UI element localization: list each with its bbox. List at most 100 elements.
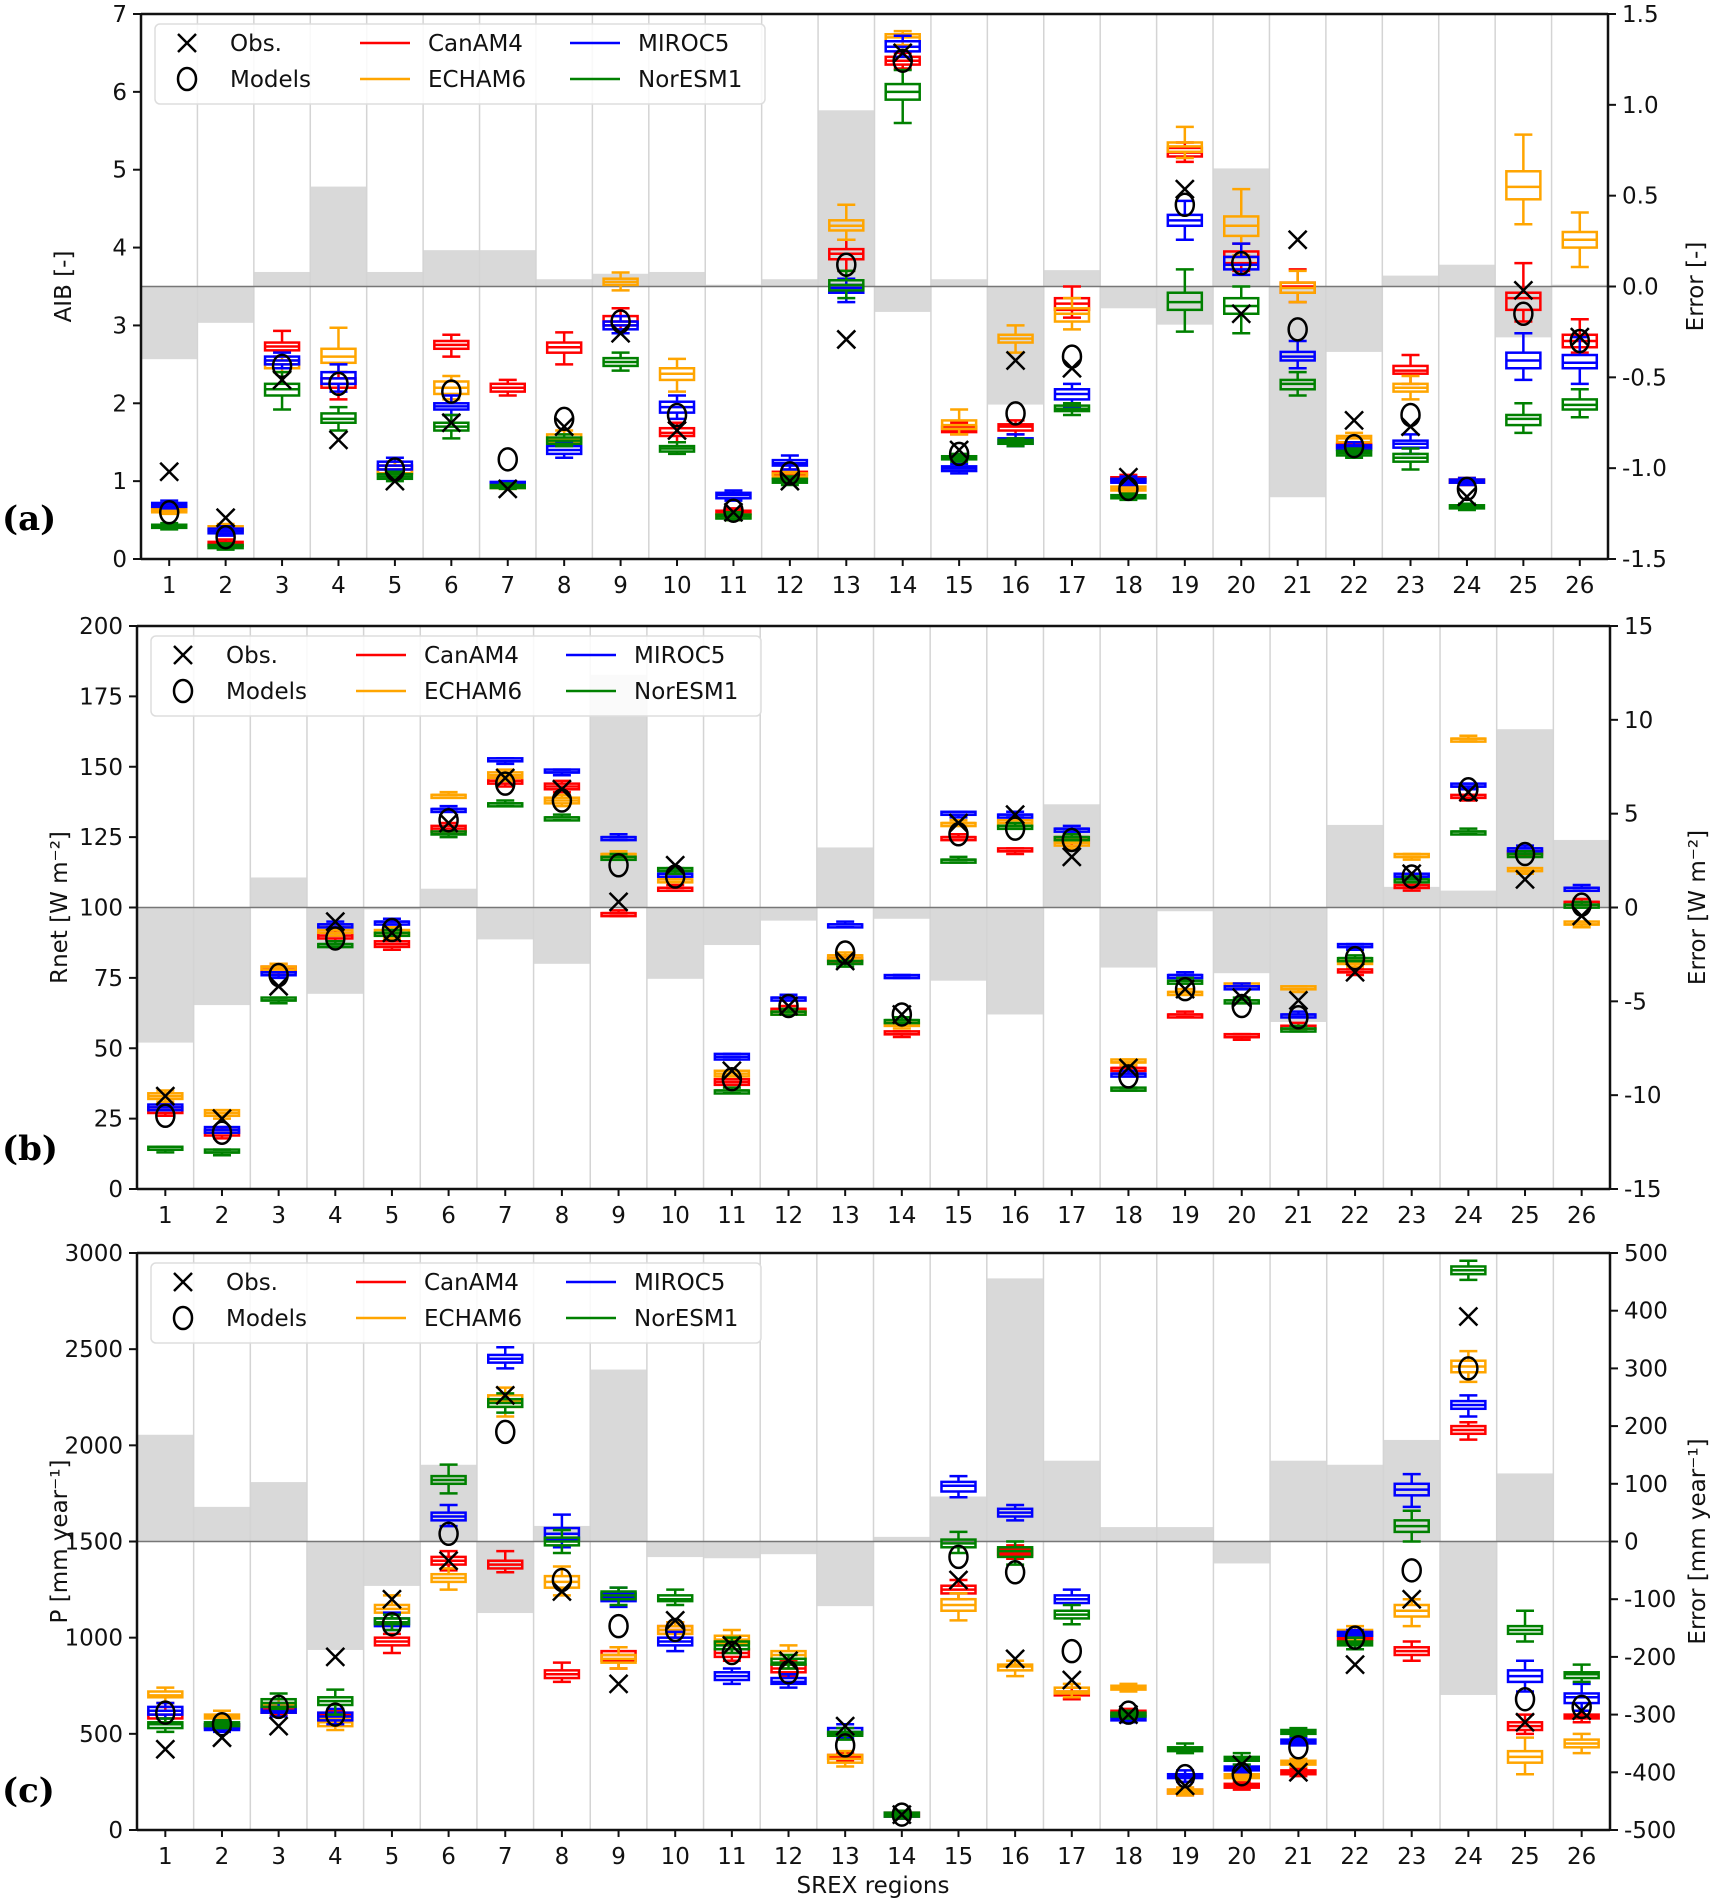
obs-marker-region-7 [495,768,516,788]
box-NorESM1-region-13 [826,1726,864,1741]
obs-stroke [1513,280,1534,301]
box-NorESM1-region-15 [940,1530,977,1555]
x-tick-label: 9 [611,1203,626,1229]
x-tick-label: 13 [832,573,861,599]
obs-stroke [778,996,799,1016]
obs-marker-region-26 [1571,1700,1592,1721]
box-MIROC5-region-26 [1563,883,1600,893]
obs-stroke [1061,846,1082,867]
models-marker-region-17 [1061,344,1083,369]
box-ECHAM6-region-26 [1563,920,1600,929]
error-bar-region-19 [1156,1527,1214,1542]
box-MIROC5-region-19 [1166,1769,1204,1784]
y-right-tick-label: -500 [1624,1818,1676,1844]
models-marker-region-19 [1174,976,1196,1002]
x-tick-label: 15 [944,1203,973,1229]
obs-marker-region-4 [325,911,346,932]
obs-stroke [779,471,800,492]
obs-stroke [948,1570,969,1590]
obs-marker-region-18 [1118,1058,1139,1078]
box-ECHAM6-region-19 [1166,125,1204,160]
obs-marker-region-16 [1005,1648,1026,1669]
obs-stroke [328,429,349,450]
x-tick-label: 25 [1510,1844,1539,1870]
obs-marker-region-7 [497,479,518,499]
models-marker-region-15 [948,441,970,467]
error-bar-region-13 [818,110,875,287]
obs-stroke [1288,990,1309,1011]
x-tick-label: 16 [1000,1203,1029,1229]
y-tick-label: 25 [94,1107,123,1133]
obs-stroke [552,779,572,800]
models-marker-region-10 [666,402,688,428]
y-right-tick-label: -5 [1624,989,1647,1015]
obs-stroke [1175,979,1195,1000]
box-NorESM1-region-17 [1053,1603,1091,1626]
obs-marker-region-6 [438,813,459,833]
obs-stroke [1174,179,1195,200]
obs-marker-region-14 [892,43,913,63]
obs-marker-region-3 [268,1716,289,1737]
obs-stroke [1231,987,1252,1008]
models-marker-region-26 [1569,328,1591,354]
y-tick-label: 5 [112,158,127,184]
models-marker-region-24 [1458,1356,1479,1381]
y-right-axis-title: Error [W m⁻²] [1685,830,1711,985]
y-right-tick-label: 0.5 [1622,184,1659,210]
box-CanAM4-region-19 [1166,1010,1204,1019]
obs-stroke [382,922,402,943]
models-marker-region-23 [1401,864,1422,889]
obs-marker-region-8 [552,779,572,800]
obs-stroke [665,855,686,876]
obs-marker-region-22 [1344,410,1364,431]
error-bar-region-16 [986,907,1044,1015]
box-MIROC5-region-10 [658,394,696,421]
models-marker-region-25 [1514,841,1536,867]
box-NorESM1-region-8 [545,433,583,448]
y-tick-label: 0 [112,547,127,573]
obs-stroke [1515,1712,1535,1733]
x-tick-label: 18 [1114,573,1143,599]
obs-stroke [948,813,969,833]
x-tick-label: 3 [275,573,290,599]
obs-marker-region-12 [778,1650,799,1671]
box-CanAM4-region-11 [713,1077,751,1087]
box-ECHAM6-region-13 [826,1749,864,1768]
box-NorESM1-region-23 [1393,1509,1430,1543]
legend-label-MIROC5: MIROC5 [634,1270,725,1296]
panel-label: (b) [2,1129,58,1169]
obs-stroke [1175,1775,1195,1796]
error-bar-region-10 [648,271,706,287]
x-tick-label: 4 [328,1844,343,1870]
y-tick-label: 2500 [64,1337,123,1363]
legend-models-icon [172,678,194,704]
models-marker-region-1 [155,1700,176,1725]
legend-label-ECHAM6: ECHAM6 [428,67,526,93]
box-ECHAM6-region-19 [1166,1786,1204,1797]
y-tick-label: 6 [112,80,127,106]
models-marker-region-7 [497,447,518,472]
models-marker-region-21 [1287,317,1308,342]
models-marker-region-9 [608,853,629,878]
box-CanAM4-region-9 [600,909,637,918]
y-tick-label: 1500 [64,1530,123,1556]
obs-stroke [836,329,857,350]
models-marker-region-25 [1514,1686,1536,1712]
models-marker-region-19 [1174,192,1196,217]
obs-stroke [1231,1754,1252,1775]
x-tick-label: 7 [500,573,515,599]
obs-stroke [272,370,292,390]
x-tick-label: 6 [441,1844,456,1870]
y-right-tick-label: -1.5 [1622,547,1667,573]
x-tick-label: 12 [774,1844,803,1870]
legend-label-obs: Obs. [230,31,282,57]
box-MIROC5-region-26 [1563,1682,1600,1713]
models-marker-region-7 [495,771,516,796]
models-marker-region-18 [1118,1700,1139,1725]
x-tick-label: 16 [1000,1844,1029,1870]
box-NorESM1-region-18 [1110,1709,1147,1720]
y-tick-label: 2 [112,391,127,417]
models-marker-region-14 [891,1802,913,1827]
box-ECHAM6-region-3 [260,962,297,971]
error-bar-region-24 [1438,264,1496,287]
